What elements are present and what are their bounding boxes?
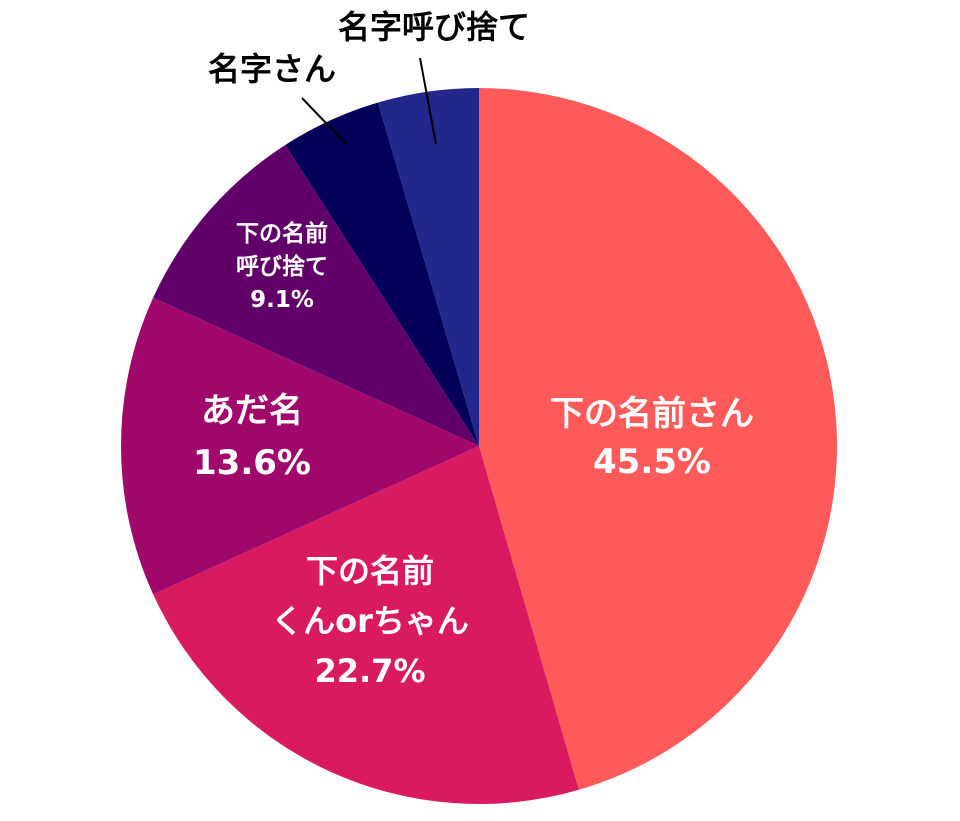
pie-slice-1 bbox=[479, 87, 838, 790]
leader-line-5 bbox=[301, 97, 347, 145]
slice-value-label: 13.6% bbox=[193, 443, 311, 483]
pie-slice-5 bbox=[285, 102, 479, 446]
pie-slice-3 bbox=[120, 297, 479, 595]
pie-slice-4 bbox=[153, 144, 479, 446]
slice-label-5: 名字さん bbox=[208, 50, 336, 88]
slice-name-line: 下の名前さん bbox=[550, 394, 754, 434]
slice-name-line: くんorちゃん bbox=[271, 602, 469, 640]
leader-line-6 bbox=[419, 57, 437, 145]
slice-label-3: あだ名 13.6% bbox=[193, 391, 311, 483]
pie-slice-6 bbox=[378, 88, 479, 446]
pie-slices bbox=[120, 87, 838, 804]
slice-name-line: 呼び捨て bbox=[236, 253, 328, 280]
slice-label-2: 下の名前くんorちゃん 22.7% bbox=[271, 552, 469, 690]
slice-value-label: 22.7% bbox=[314, 652, 425, 690]
slice-value-label: 9.1% bbox=[250, 287, 314, 313]
slice-label-6: 名字呼び捨て bbox=[338, 8, 530, 46]
slice-label-4: 下の名前呼び捨て 9.1% bbox=[236, 220, 328, 313]
slice-name-line: 下の名前 bbox=[236, 220, 328, 247]
slice-label-1: 下の名前さん 45.5% bbox=[550, 394, 754, 482]
slice-name-line: 下の名前 bbox=[306, 552, 434, 590]
slice-name-line: あだ名 bbox=[201, 391, 303, 431]
pie-labels: 下の名前さん 45.5%下の名前くんorちゃん 22.7%あだ名 13.6%下の名前呼… bbox=[193, 8, 754, 690]
pie-slice-2 bbox=[153, 446, 579, 804]
slice-value-label: 45.5% bbox=[593, 442, 711, 482]
